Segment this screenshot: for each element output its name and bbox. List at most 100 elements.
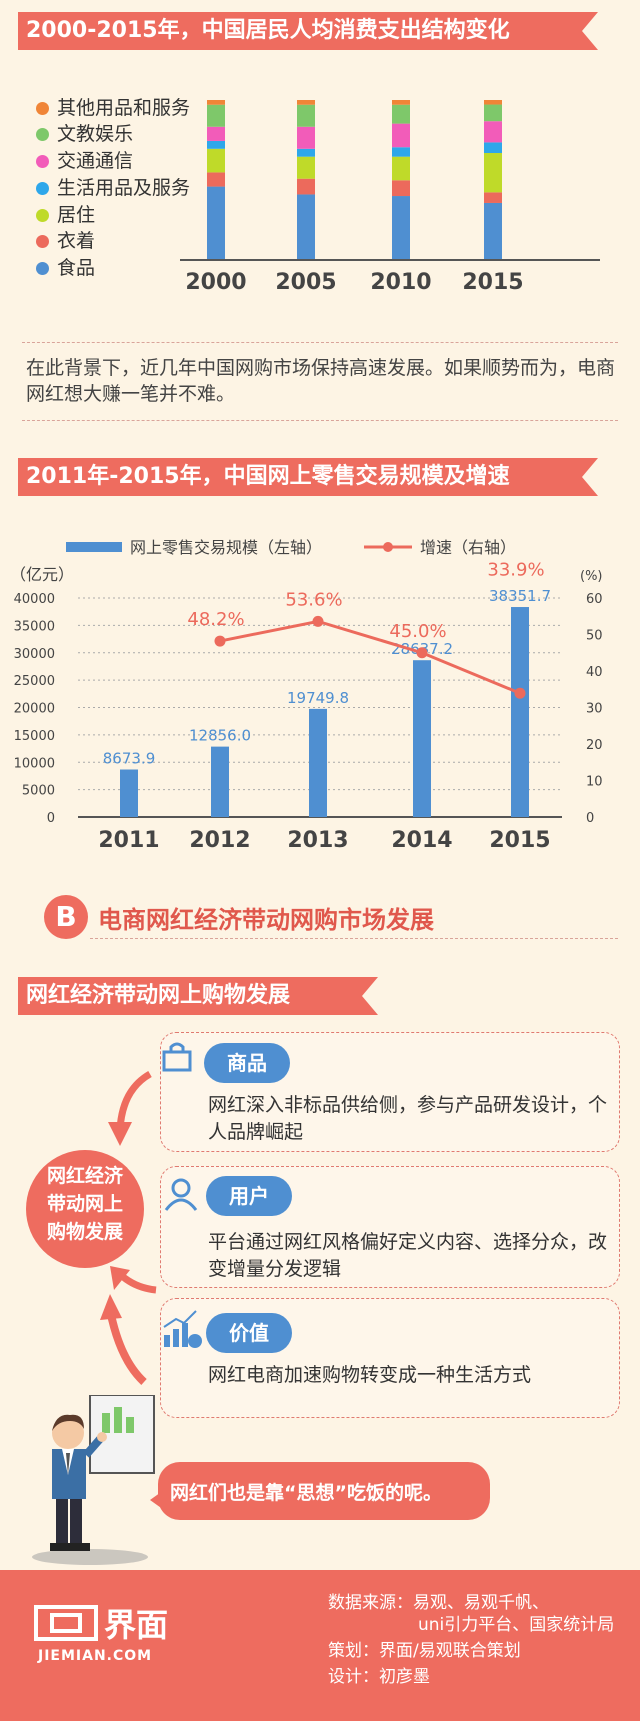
logo-subtext: JIEMIAN.COM — [38, 1648, 153, 1664]
y-left-tick: 0 — [47, 811, 55, 826]
legend-bar-swatch — [66, 542, 122, 552]
legend-label: 衣着 — [57, 230, 96, 252]
bar-segment — [392, 123, 410, 148]
bar-segment — [207, 172, 225, 187]
bar-segment — [484, 104, 502, 122]
y-left-unit: （亿元） — [10, 565, 74, 584]
growth-point — [214, 635, 226, 647]
bar-segment — [297, 104, 315, 127]
arrow-3-head — [100, 1294, 122, 1320]
bar-segment — [392, 180, 410, 197]
legend-label: 生活用品及服务 — [57, 177, 191, 199]
bar-segment — [207, 186, 225, 259]
x-tick-label: 2000 — [185, 270, 246, 295]
growth-label: 53.6% — [285, 589, 342, 610]
y-right-tick: 10 — [586, 775, 603, 790]
jiemian-logo-icon — [34, 1605, 98, 1641]
growth-point — [514, 687, 526, 699]
x-tick-label: 2010 — [370, 270, 431, 295]
legend-item: 衣着 — [36, 229, 95, 253]
legend-dot-housing — [36, 209, 49, 222]
y-right-unit: (%) — [580, 569, 603, 584]
bar-segment — [297, 100, 315, 105]
arrow-1 — [116, 1070, 152, 1131]
legend-label: 食品 — [57, 257, 96, 279]
bar-segment — [207, 104, 225, 127]
y-left-tick: 20000 — [14, 702, 55, 717]
center-circle: 网红经济带动网上购物发展 — [26, 1150, 144, 1268]
x-tick-label: 2011 — [98, 828, 159, 853]
bar-segment — [297, 148, 315, 157]
presenter-figure — [32, 1395, 155, 1565]
legend-label: 居住 — [57, 204, 96, 226]
y-right-tick: 40 — [586, 665, 603, 680]
y-left-tick: 30000 — [14, 647, 55, 662]
bar-segment — [484, 192, 502, 203]
y-left-tick: 5000 — [22, 784, 55, 799]
bar-segment — [207, 140, 225, 149]
shopping-bag-icon — [162, 1042, 192, 1072]
speech-bubble-tail — [150, 1490, 164, 1510]
online-retail-chart: 网上零售交易规模（左轴） 增速（右轴） （亿元） (%) 40000 35000 30000… — [10, 538, 603, 853]
arrow-2 — [119, 1273, 157, 1294]
logo-text: 界面 — [104, 1606, 169, 1644]
card-user-text: 平台通过网红风格偏好定义内容、选择分众，改变增量分发逻辑 — [208, 1231, 608, 1280]
legend-item: 生活用品及服务 — [36, 176, 190, 200]
divider — [22, 420, 618, 421]
legend-label: 交通通信 — [57, 150, 134, 172]
section3-title: 网红经济带动网上购物发展 — [18, 977, 378, 1015]
bar-segment — [297, 156, 315, 179]
bar-segment — [392, 156, 410, 181]
tag-goods: 商品 — [204, 1043, 290, 1083]
x-tick-label: 2013 — [287, 828, 348, 853]
x-tick-label: 2014 — [391, 828, 452, 853]
bar-value-label: 8673.9 — [103, 750, 156, 768]
y-left-tick: 25000 — [14, 674, 55, 689]
legend-line-label: 增速（右轴） — [420, 538, 516, 557]
speech-bubble — [158, 1462, 490, 1520]
legend-dot-transport — [36, 155, 49, 168]
section1-title: 2000-2015年，中国居民人均消费支出结构变化 — [18, 12, 598, 50]
bar — [511, 607, 529, 817]
bar-value-label: 19749.8 — [287, 689, 349, 707]
legend-dot-culture — [36, 128, 49, 141]
bar-segment — [392, 100, 410, 105]
flow-arrows — [100, 1070, 157, 1385]
tag-user: 用户 — [206, 1176, 292, 1216]
legend-dot-clothing — [36, 235, 49, 248]
growth-label: 33.9% — [487, 559, 544, 580]
legend-line-marker — [383, 542, 393, 552]
source-line-2: uni引力平台、国家统计局 — [418, 1615, 615, 1635]
bar-segment — [297, 194, 315, 259]
legend-label: 文教娱乐 — [57, 123, 134, 145]
bar-segment — [297, 126, 315, 149]
legend-item: 食品 — [36, 256, 95, 280]
growth-line — [219, 619, 521, 695]
intro-paragraph: 在此背景下，近几年中国网购市场保持高速发展。如果顺势而为，电商网红想大赚一笔并不… — [26, 357, 616, 405]
y-right-tick: 60 — [586, 592, 603, 607]
bar-segment — [484, 100, 502, 105]
y-right-tick: 30 — [586, 702, 603, 717]
bar-segment — [484, 202, 502, 259]
y-right-tick: 50 — [586, 629, 603, 644]
arrow-2-head — [110, 1266, 130, 1290]
card-value-text: 网红电商加速购物转变成一种生活方式 — [208, 1364, 532, 1386]
y-right-tick: 0 — [586, 811, 594, 826]
value-chart-icon — [163, 1310, 202, 1348]
section-b-badge: B — [44, 895, 88, 939]
bar-segment — [392, 104, 410, 124]
source-line-1: 数据来源：易观、易观千帆、 — [328, 1593, 549, 1613]
y-left-tick: 10000 — [14, 756, 55, 771]
divider — [22, 342, 618, 343]
planning-credit: 策划：界面/易观联合策划 — [328, 1641, 521, 1661]
card-goods-text: 网红深入非标品供给侧，参与产品研发设计，个人品牌崛起 — [208, 1094, 608, 1143]
legend-dot-other — [36, 102, 49, 115]
legend-dot-food — [36, 262, 49, 275]
bar-segment — [207, 100, 225, 105]
bar-segment — [207, 148, 225, 173]
user-icon — [164, 1178, 198, 1211]
bar-segment — [392, 196, 410, 259]
growth-point — [416, 647, 428, 659]
section2-title: 2011年-2015年，中国网上零售交易规模及增速 — [18, 458, 598, 496]
divider — [90, 938, 618, 939]
